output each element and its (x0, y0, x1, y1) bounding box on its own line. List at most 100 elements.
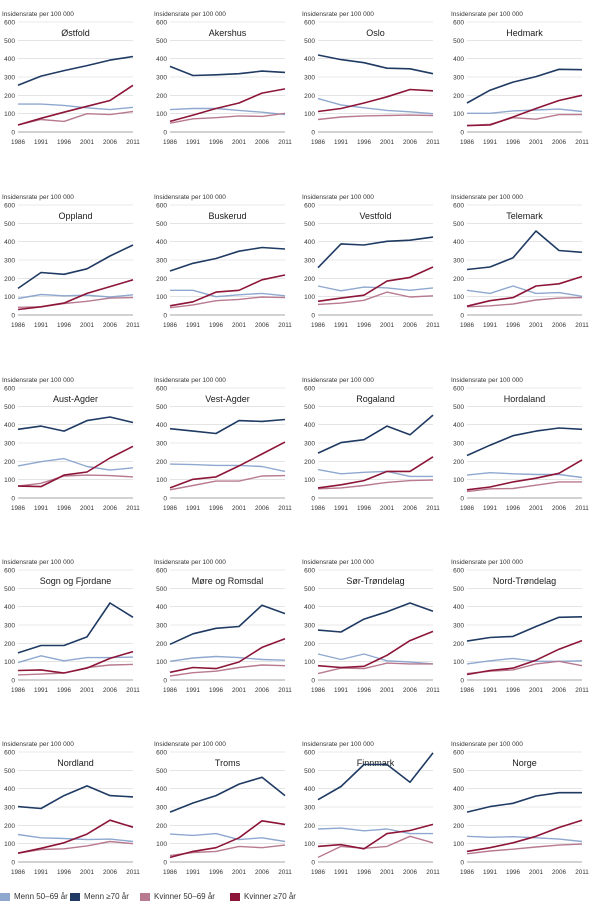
y-tick-label: 0 (311, 313, 315, 320)
panel-17: Insidensrate per 100 000 0 100 200 300 400 500… (154, 741, 292, 876)
x-tick-label: 2001 (232, 505, 247, 512)
y-axis-caption: Insidensrate per 100 000 (451, 377, 523, 384)
x-tick-label: 1986 (11, 869, 26, 876)
y-tick-label: 0 (163, 130, 167, 137)
x-tick-label: 2011 (126, 687, 140, 694)
y-tick-label: 0 (460, 860, 464, 867)
series-line-3 (466, 94, 583, 127)
x-tick-label: 2011 (575, 139, 589, 146)
y-tick-label: 600 (453, 386, 464, 393)
y-tick-label: 400 (304, 56, 315, 63)
y-tick-label: 0 (11, 678, 15, 685)
y-tick-label: 200 (304, 641, 315, 648)
y-tick-label: 600 (304, 20, 315, 27)
y-tick-label: 100 (4, 111, 15, 118)
x-tick-label: 1996 (209, 322, 224, 329)
series-line-1 (317, 752, 434, 801)
x-tick-label: 1996 (209, 687, 224, 694)
x-tick-label: 1986 (163, 869, 178, 876)
y-axis-caption: Insidensrate per 100 000 (154, 741, 226, 748)
y-tick-label: 100 (4, 659, 15, 666)
x-tick-label: 1996 (57, 869, 72, 876)
y-tick-label: 500 (453, 404, 464, 411)
x-tick-label: 2001 (80, 687, 95, 694)
panel-title: Aust-Agder (53, 394, 98, 404)
series-line-1 (169, 65, 286, 77)
x-tick-label: 1991 (483, 869, 498, 876)
y-tick-label: 100 (453, 659, 464, 666)
y-tick-label: 400 (156, 604, 167, 611)
y-tick-label: 0 (311, 130, 315, 137)
panel-2: Insidensrate per 100 000 0 100 200 300 400 500… (302, 11, 440, 146)
y-tick-label: 600 (453, 20, 464, 27)
x-tick-label: 1986 (11, 139, 26, 146)
y-tick-label: 400 (453, 604, 464, 611)
y-axis-caption: Insidensrate per 100 000 (2, 377, 74, 384)
x-tick-label: 2006 (552, 505, 567, 512)
x-tick-label: 2001 (80, 505, 95, 512)
x-tick-label: 1986 (163, 139, 178, 146)
y-tick-label: 600 (304, 203, 315, 210)
y-tick-label: 500 (4, 221, 15, 228)
y-tick-label: 400 (4, 56, 15, 63)
legend-label: Kvinner ≥70 år (244, 892, 296, 901)
x-tick-label: 2006 (403, 687, 418, 694)
x-tick-label: 2011 (426, 322, 440, 329)
y-axis-caption: Insidensrate per 100 000 (451, 559, 523, 566)
series-line-1 (466, 68, 583, 104)
panel-4: Insidensrate per 100 000 0 100 200 300 400 500… (2, 194, 140, 329)
x-tick-label: 2006 (103, 505, 118, 512)
y-tick-label: 0 (163, 678, 167, 685)
series-line-3 (17, 84, 134, 126)
panel-title: Sogn og Fjordane (40, 576, 112, 586)
x-tick-label: 2001 (232, 322, 247, 329)
legend-item-menn-70: Menn ≥70 år (70, 892, 129, 901)
panel-title: Oppland (58, 211, 92, 221)
y-tick-label: 400 (453, 56, 464, 63)
x-tick-label: 1991 (34, 139, 49, 146)
y-tick-label: 0 (163, 313, 167, 320)
y-tick-label: 400 (304, 786, 315, 793)
y-tick-label: 300 (304, 623, 315, 630)
y-axis-caption: Insidensrate per 100 000 (451, 194, 523, 201)
y-tick-label: 0 (11, 496, 15, 503)
y-tick-label: 0 (11, 130, 15, 137)
y-tick-label: 200 (156, 641, 167, 648)
y-tick-label: 600 (156, 20, 167, 27)
x-tick-label: 1991 (483, 139, 498, 146)
panel-title: Hedmark (506, 28, 543, 38)
panel-title: Norge (512, 758, 537, 768)
y-tick-label: 300 (453, 805, 464, 812)
x-tick-label: 1991 (483, 322, 498, 329)
legend-item-kvinner-50-69: Kvinner 50–69 år (140, 892, 215, 901)
x-tick-label: 1991 (186, 869, 201, 876)
x-tick-label: 1986 (11, 505, 26, 512)
x-tick-label: 2011 (575, 687, 589, 694)
series-line-1 (466, 791, 582, 813)
x-tick-label: 2011 (426, 505, 440, 512)
y-tick-label: 100 (304, 111, 315, 118)
panel-9: Insidensrate per 100 000 0 100 200 300 400 500… (154, 377, 292, 512)
legend-swatch (140, 892, 150, 901)
y-tick-label: 400 (304, 604, 315, 611)
y-tick-label: 500 (4, 586, 15, 593)
y-tick-label: 200 (304, 823, 315, 830)
x-tick-label: 1996 (57, 139, 72, 146)
panel-16: Insidensrate per 100 000 0 100 200 300 400 500… (2, 741, 140, 876)
y-tick-label: 100 (453, 477, 464, 484)
y-tick-label: 200 (304, 459, 315, 466)
y-tick-label: 500 (304, 404, 315, 411)
series-line-1 (169, 246, 286, 272)
x-tick-label: 2011 (426, 869, 440, 876)
series-line-2 (466, 843, 583, 855)
y-tick-label: 100 (4, 294, 15, 301)
panel-18: Insidensrate per 100 000 0 100 200 300 400 500… (302, 741, 440, 876)
y-tick-label: 200 (4, 823, 15, 830)
y-tick-label: 300 (4, 258, 15, 265)
y-tick-label: 0 (163, 496, 167, 503)
x-tick-label: 2006 (255, 687, 270, 694)
y-tick-label: 200 (453, 276, 464, 283)
y-tick-label: 500 (156, 38, 167, 45)
series-line-3 (466, 459, 583, 491)
y-tick-label: 400 (453, 786, 464, 793)
